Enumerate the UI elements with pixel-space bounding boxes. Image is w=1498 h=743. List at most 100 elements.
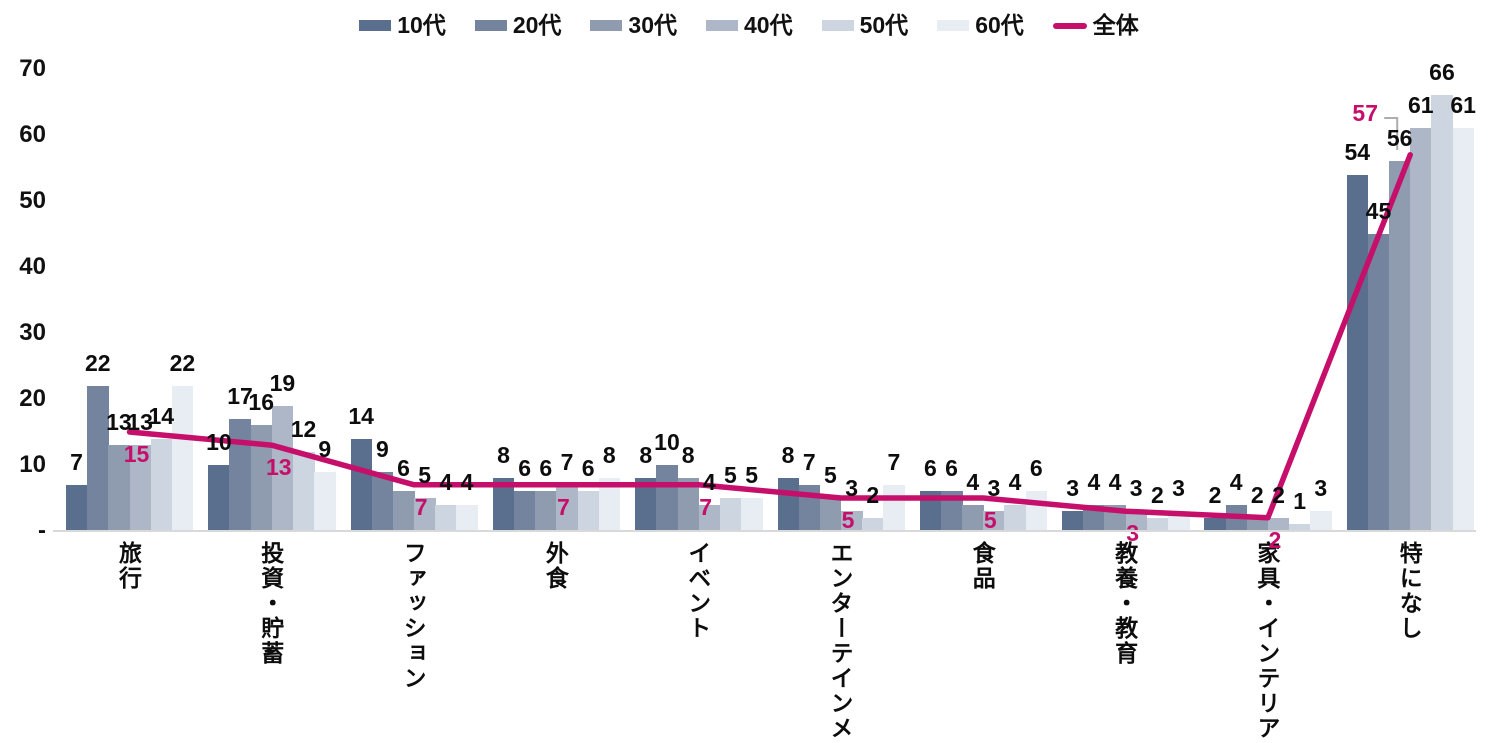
bar-10代-特になし — [1346, 174, 1369, 531]
y-axis-tick-label: - — [38, 517, 46, 544]
category-label: ファッション — [400, 541, 427, 691]
legend-label: 20代 — [512, 12, 562, 38]
y-axis-tick-label: 60 — [19, 121, 46, 148]
bar-value-label: 4 — [460, 468, 474, 495]
legend-label: 10代 — [397, 12, 446, 38]
legend-color-swatch — [474, 20, 507, 31]
y-axis-tick-label: 20 — [19, 385, 46, 412]
bar-60代-ファッション — [456, 504, 478, 531]
y-axis-tick-label: 10 — [19, 451, 46, 478]
bar-30代-家具・インテリア — [1246, 517, 1269, 531]
bar-value-label: 2 — [866, 481, 880, 508]
legend-item-20代: 20代 — [474, 12, 562, 38]
bar-20代-食品 — [940, 491, 963, 531]
bar-value-label: 13 — [127, 409, 153, 436]
bar-value-label: 6 — [923, 455, 937, 482]
y-axis-tick-label: 30 — [19, 319, 46, 346]
y-axis-tick-label: 70 — [19, 55, 46, 82]
bar-value-label: 3 — [1129, 475, 1143, 502]
x-axis-line — [53, 530, 1476, 532]
bar-value-label: 14 — [348, 402, 374, 429]
bar-value-label: 1 — [1293, 488, 1307, 515]
bar-value-label: 17 — [227, 382, 253, 409]
category-label: 特になし — [1396, 541, 1423, 641]
bar-value-label: 9 — [318, 435, 332, 462]
category-label: 旅行 — [115, 541, 142, 591]
bar-value-label: 8 — [681, 442, 695, 469]
y-axis-tick-label: 40 — [19, 253, 46, 280]
bar-20代-外食 — [514, 491, 536, 531]
overall-value-label: 57 — [1352, 100, 1378, 126]
bar-value-label: 14 — [148, 402, 175, 429]
bar-value-label: 61 — [1450, 92, 1476, 119]
bar-value-label: 2 — [1250, 481, 1264, 508]
legend-item-30代: 30代 — [590, 14, 677, 37]
bar-value-label: 22 — [84, 349, 111, 376]
bar-value-label: 6 — [1029, 455, 1043, 482]
bar-10代-エンターテインメント — [777, 478, 800, 531]
bar-value-label: 54 — [1344, 138, 1371, 165]
bar-value-label: 8 — [781, 442, 795, 469]
legend-item-40代: 40代 — [706, 14, 793, 37]
bar-value-label: 66 — [1429, 59, 1455, 86]
bar-value-label: 6 — [581, 455, 595, 482]
bar-10代-外食 — [492, 478, 515, 531]
bar-50代-エンターテインメント — [862, 517, 884, 531]
bar-value-label: 7 — [887, 448, 901, 475]
bar-10代-家具・インテリア — [1204, 517, 1226, 531]
legend-color-swatch — [937, 20, 970, 31]
legend-color-swatch — [359, 20, 392, 31]
category-label: 外食 — [542, 541, 569, 591]
bar-value-label: 5 — [724, 462, 737, 488]
bar-value-label: 8 — [639, 442, 653, 469]
legend: 10代 20代 30代 40代 50代 60代 全体 — [0, 14, 1498, 37]
category-label: 教養・教育 — [1111, 541, 1138, 666]
bar-value-label: 12 — [290, 415, 317, 442]
overall-value-label: 3 — [1126, 520, 1139, 547]
bar-value-label: 4 — [966, 468, 980, 495]
legend-label: 40代 — [744, 12, 793, 38]
bar-50代-教養・教育 — [1146, 517, 1169, 531]
overall-value-label: 15 — [123, 441, 150, 467]
bar-20代-教養・教育 — [1083, 504, 1105, 531]
legend-item-60代: 60代 — [937, 14, 1024, 37]
legend-label: 60代 — [975, 12, 1024, 38]
bar-10代-旅行 — [66, 484, 88, 531]
bar-30代-旅行 — [108, 445, 130, 531]
bar-value-label: 6 — [397, 455, 410, 482]
bar-10代-投資・貯蓄 — [208, 465, 230, 531]
overall-value-label: 13 — [266, 454, 292, 481]
overall-value-label: 7 — [414, 493, 428, 520]
bar-value-label: 3 — [1066, 475, 1080, 502]
legend-label: 50代 — [859, 12, 909, 38]
bar-value-label: 2 — [1208, 481, 1222, 508]
legend-color-swatch — [821, 20, 854, 31]
bar-value-label: 3 — [987, 475, 1001, 502]
bar-40代-特になし — [1410, 128, 1432, 531]
bar-value-label: 3 — [1314, 475, 1328, 502]
bar-50代-家具・インテリア — [1289, 524, 1311, 531]
bar-20代-エンターテインメント — [798, 484, 821, 531]
bar-50代-特になし — [1431, 95, 1453, 531]
bar-value-label: 3 — [845, 475, 858, 502]
legend-label: 全体 — [1092, 12, 1139, 38]
bar-value-label: 6 — [945, 455, 958, 482]
bar-60代-投資・貯蓄 — [314, 471, 336, 531]
bar-value-label: 7 — [802, 448, 816, 475]
category-label: 投資・貯蓄 — [257, 541, 284, 666]
overall-value-label: 2 — [1268, 526, 1282, 553]
legend-color-swatch — [590, 20, 623, 31]
bar-value-label: 6 — [539, 455, 553, 482]
bar-10代-教養・教育 — [1062, 511, 1084, 531]
bar-60代-特になし — [1452, 128, 1475, 531]
legend-item-全体: 全体 — [1052, 12, 1139, 38]
bar-value-label: 5 — [418, 462, 432, 488]
bar-60代-教養・教育 — [1167, 511, 1190, 531]
bar-value-label: 6 — [518, 455, 532, 482]
overall-value-label: 7 — [699, 493, 713, 520]
bar-60代-外食 — [598, 478, 621, 531]
legend-label: 30代 — [628, 12, 677, 38]
bar-20代-特になし — [1367, 234, 1390, 531]
legend-item-10代: 10代 — [359, 14, 446, 37]
